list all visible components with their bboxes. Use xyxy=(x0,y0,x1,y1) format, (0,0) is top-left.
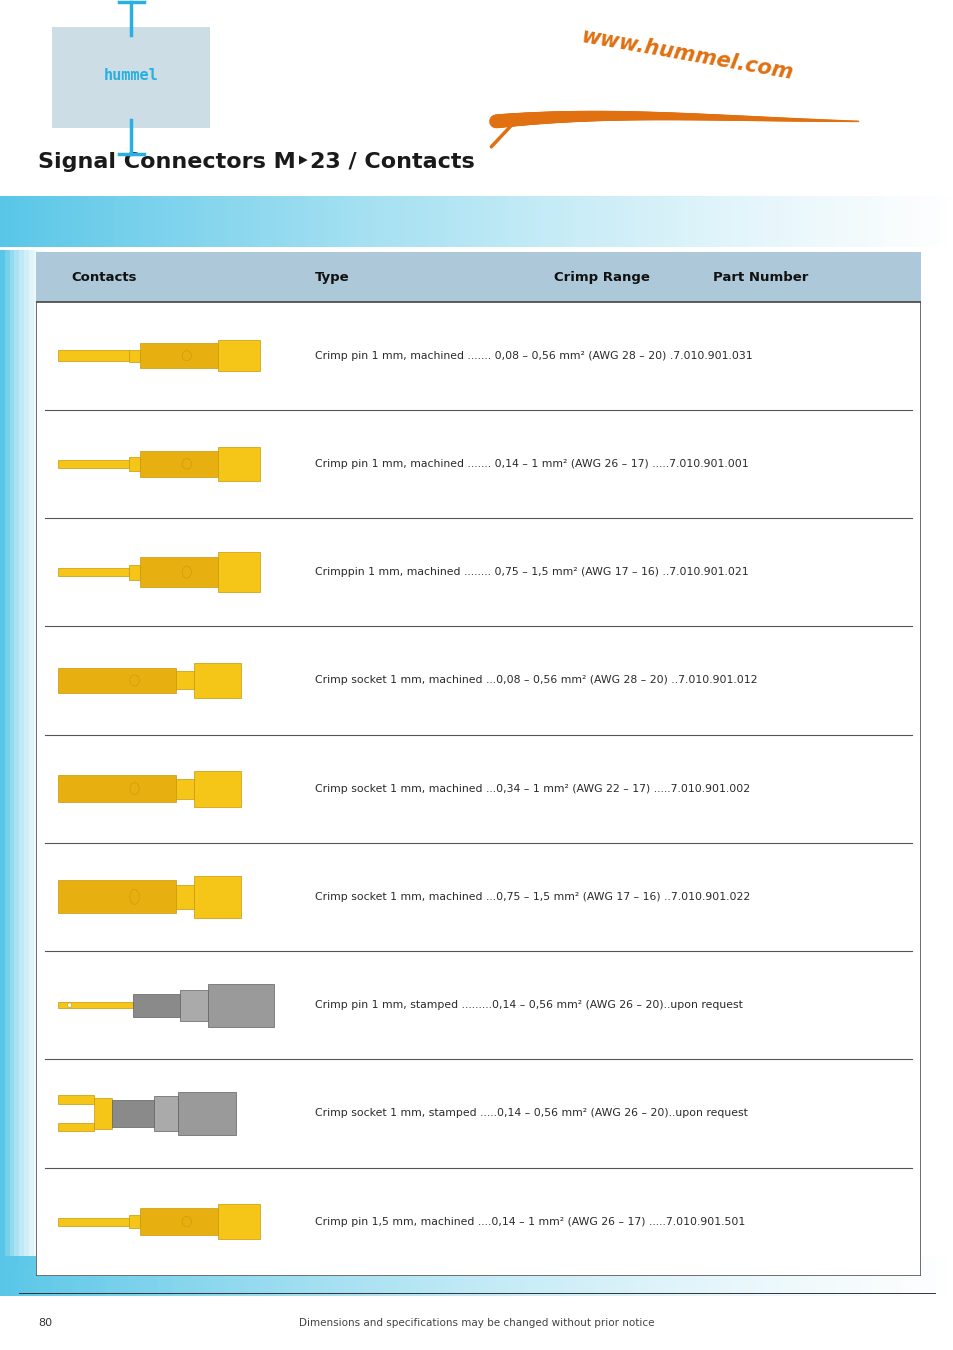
Bar xyxy=(93,1098,112,1129)
Bar xyxy=(175,884,194,910)
Bar xyxy=(217,340,259,371)
Bar xyxy=(58,1218,129,1226)
Text: Crimp pin 1 mm, machined ....... 0,14 – 1 mm² (AWG 26 – 17) .....7.010.901.001: Crimp pin 1 mm, machined ....... 0,14 – … xyxy=(314,459,748,468)
Bar xyxy=(175,671,194,690)
Text: Crimp socket 1 mm, machined ...0,08 – 0,56 mm² (AWG 28 – 20) ..7.010.901.012: Crimp socket 1 mm, machined ...0,08 – 0,… xyxy=(314,675,757,686)
Bar xyxy=(133,994,180,1017)
Text: Crimp Range: Crimp Range xyxy=(553,270,649,284)
Bar xyxy=(58,351,129,360)
Text: Crimp socket 1 mm, machined ...0,75 – 1,5 mm² (AWG 17 – 16) ..7.010.901.022: Crimp socket 1 mm, machined ...0,75 – 1,… xyxy=(314,892,749,902)
Bar xyxy=(112,1100,154,1126)
Bar xyxy=(58,1123,93,1131)
Text: hummel: hummel xyxy=(104,68,158,84)
Text: Crimp socket 1 mm, stamped .....0,14 – 0,56 mm² (AWG 26 – 20)..upon request: Crimp socket 1 mm, stamped .....0,14 – 0… xyxy=(314,1108,747,1118)
Text: www.hummel.com: www.hummel.com xyxy=(578,26,794,84)
Ellipse shape xyxy=(130,675,139,686)
Bar xyxy=(194,876,241,918)
Text: Part Number: Part Number xyxy=(712,270,807,284)
Bar xyxy=(129,1215,140,1228)
Text: Crimp pin 1,5 mm, machined ....0,14 – 1 mm² (AWG 26 – 17) .....7.010.901.501: Crimp pin 1,5 mm, machined ....0,14 – 1 … xyxy=(314,1216,744,1227)
Text: Dimensions and specifications may be changed without prior notice: Dimensions and specifications may be cha… xyxy=(299,1318,654,1328)
Ellipse shape xyxy=(182,566,192,578)
Bar xyxy=(140,558,217,587)
Bar xyxy=(177,1092,236,1135)
Bar xyxy=(58,460,129,468)
Bar xyxy=(58,568,129,576)
Bar xyxy=(58,1095,93,1103)
Ellipse shape xyxy=(182,459,192,470)
FancyBboxPatch shape xyxy=(43,23,219,132)
Ellipse shape xyxy=(182,351,192,360)
Bar xyxy=(140,343,217,369)
Ellipse shape xyxy=(68,1003,71,1007)
Bar xyxy=(36,252,920,301)
Bar xyxy=(180,990,208,1021)
Text: Crimp pin 1 mm, stamped .........0,14 – 0,56 mm² (AWG 26 – 20)..upon request: Crimp pin 1 mm, stamped .........0,14 – … xyxy=(314,1000,742,1010)
Ellipse shape xyxy=(130,783,139,795)
Bar xyxy=(58,668,175,693)
Text: Crimppin 1 mm, machined ........ 0,75 – 1,5 mm² (AWG 17 – 16) ..7.010.901.021: Crimppin 1 mm, machined ........ 0,75 – … xyxy=(314,567,748,578)
Bar xyxy=(217,447,259,481)
Bar xyxy=(175,779,194,799)
Text: Type: Type xyxy=(314,270,349,284)
Text: Crimp socket 1 mm, machined ...0,34 – 1 mm² (AWG 22 – 17) .....7.010.901.002: Crimp socket 1 mm, machined ...0,34 – 1 … xyxy=(314,783,749,794)
Bar xyxy=(129,564,140,579)
Text: Crimp pin 1 mm, machined ....... 0,08 – 0,56 mm² (AWG 28 – 20) .7.010.901.031: Crimp pin 1 mm, machined ....... 0,08 – … xyxy=(314,351,752,360)
Text: Contacts: Contacts xyxy=(71,270,137,284)
Ellipse shape xyxy=(182,1216,192,1227)
Bar xyxy=(58,880,175,914)
Bar xyxy=(140,1208,217,1235)
Bar xyxy=(140,451,217,477)
Bar xyxy=(208,984,274,1026)
Bar xyxy=(194,771,241,807)
Bar xyxy=(217,552,259,591)
Bar xyxy=(58,775,175,802)
Bar xyxy=(58,1002,133,1008)
Bar xyxy=(154,1096,177,1131)
Text: Signal Connectors M‣23 / Contacts: Signal Connectors M‣23 / Contacts xyxy=(38,153,475,173)
Bar xyxy=(194,663,241,698)
Ellipse shape xyxy=(130,890,139,905)
Bar xyxy=(129,458,140,471)
Bar xyxy=(129,350,140,362)
Text: 80: 80 xyxy=(38,1318,52,1328)
Bar xyxy=(217,1204,259,1239)
